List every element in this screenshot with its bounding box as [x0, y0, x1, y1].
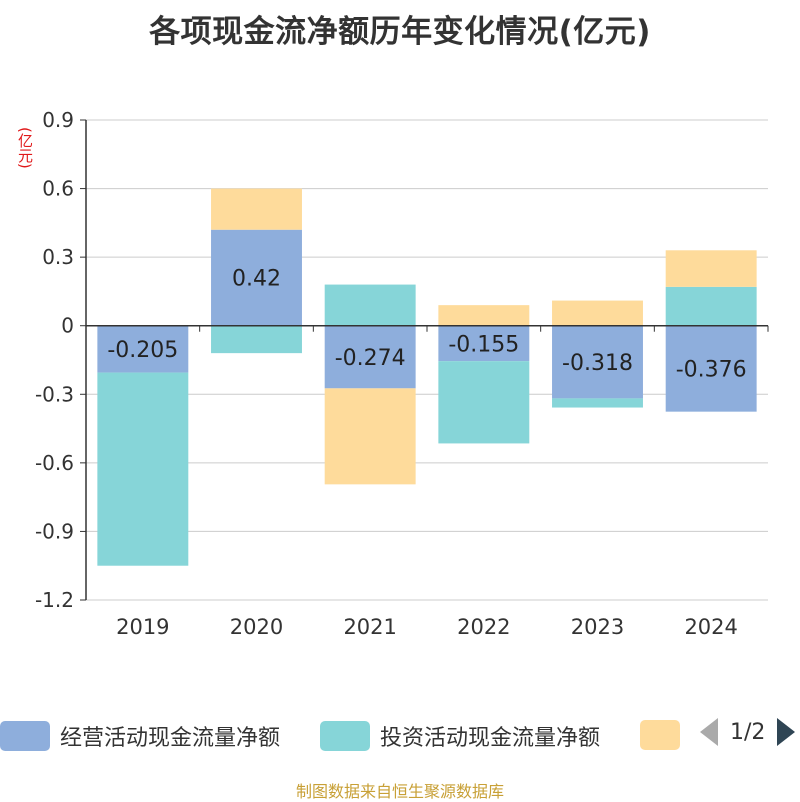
x-tick-label-2019: 2019 [116, 615, 169, 639]
data-label-2023: -0.318 [562, 351, 633, 376]
bar-2022-series-0 [438, 325, 530, 362]
y-tick-label: 0.6 [42, 177, 74, 201]
x-tick-label-2020: 2020 [230, 615, 283, 639]
y-axis-unit-label: (亿元) [16, 127, 34, 169]
legend-label-investing: 投资活动现金流量净额 [380, 726, 601, 751]
data-label-2022: -0.155 [448, 332, 519, 357]
bar-2024-series-0 [665, 325, 757, 412]
legend-item-financing[interactable] [640, 720, 690, 750]
x-tick-label-2023: 2023 [571, 615, 624, 639]
data-label-2019: -0.205 [107, 338, 178, 363]
y-tick-label: 0.3 [42, 245, 74, 269]
bar-2023-series-1 [552, 398, 643, 408]
bar-2019-series-1 [97, 372, 189, 566]
legend-swatch-operating [0, 721, 50, 751]
bar-2022-series-1 [438, 361, 530, 444]
pager-prev-icon[interactable] [700, 718, 718, 746]
legend-item-investing[interactable]: 投资活动现金流量净额 [320, 720, 600, 752]
legend-swatch-investing [320, 721, 370, 751]
y-tick-label: 0.9 [42, 108, 74, 132]
bar-2023-series-2 [552, 300, 643, 326]
stacked-bar-chart: 0.9 0.6 0.3 0 -0.3 -0.6 -0.9 -1.2 -0.205 0.42 -0.2… [35, 108, 769, 639]
x-tick-label-2024: 2024 [684, 615, 737, 639]
x-tick-label-2021: 2021 [343, 615, 396, 639]
legend-item-operating[interactable]: 经营活动现金流量净额 [0, 720, 280, 752]
bar-2024-series-1 [665, 286, 757, 326]
bar-2021-series-0 [324, 325, 416, 389]
legend-label-operating: 经营活动现金流量净额 [60, 726, 281, 751]
pager-indicator: 1/2 [730, 719, 766, 745]
bar-2021-series-1 [324, 284, 416, 326]
y-tick-label: 0 [61, 314, 74, 338]
bar-2019-series-0 [97, 325, 189, 373]
bar-2024-series-2 [665, 250, 757, 287]
y-tick-label: -1.2 [35, 588, 74, 612]
legend: 经营活动现金流量净额 投资活动现金流量净额 1/2 [0, 714, 800, 754]
bar-2020-series-0 [211, 229, 302, 326]
chart-title: 各项现金流净额历年变化情况(亿元) [149, 14, 651, 50]
legend-pager: 1/2 [700, 718, 796, 746]
data-label-2024: -0.376 [676, 358, 747, 383]
y-tick-label: -0.9 [35, 519, 74, 543]
y-tick-label: -0.6 [35, 451, 74, 475]
bar-2023-series-0 [552, 325, 643, 399]
y-tick-label: -0.3 [35, 382, 74, 406]
bar-2020-series-2 [211, 188, 302, 230]
data-label-2020: 0.42 [232, 267, 281, 292]
bar-2021-series-2 [324, 388, 416, 485]
bar-2020-series-1 [211, 325, 302, 354]
x-tick-label-2022: 2022 [457, 615, 510, 639]
data-label-2021: -0.274 [335, 346, 406, 371]
data-source-note: 制图数据来自恒生聚源数据库 [295, 782, 504, 801]
legend-swatch-financing [640, 720, 680, 750]
pager-next-icon[interactable] [777, 718, 796, 746]
bar-2022-series-2 [438, 305, 530, 326]
